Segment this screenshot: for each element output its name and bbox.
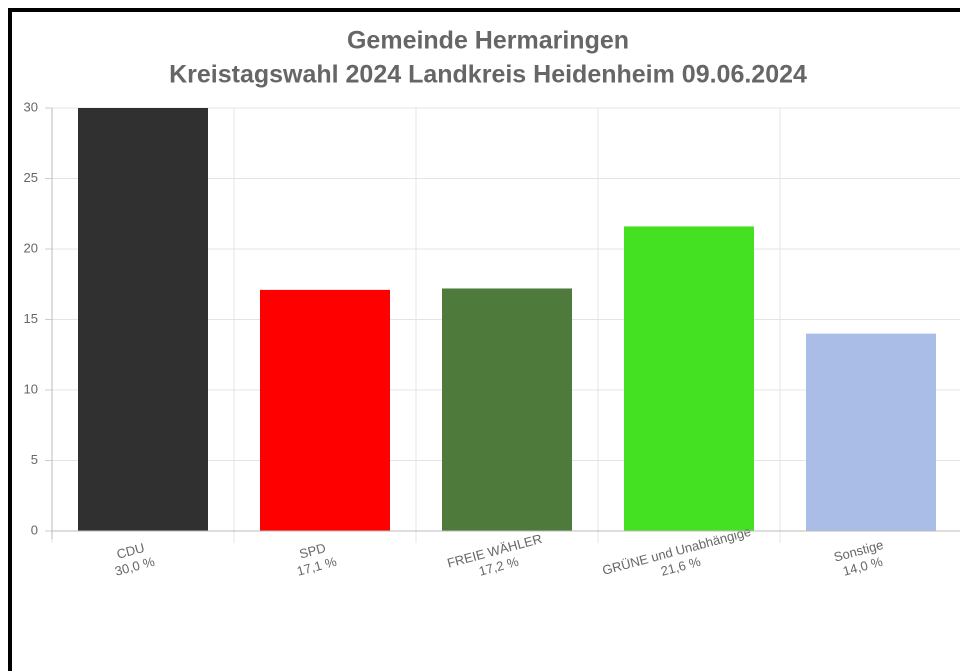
y-tick-label: 20 — [24, 240, 38, 255]
category-label: CDU — [115, 540, 146, 562]
y-tick-label: 0 — [31, 522, 38, 537]
frame — [8, 8, 960, 671]
category-label: SPD — [298, 541, 328, 562]
y-tick-label: 10 — [24, 381, 38, 396]
bar — [624, 226, 754, 531]
y-tick-label: 25 — [24, 170, 38, 185]
y-tick-label: 15 — [24, 311, 38, 326]
x-tick-label: SPD17,1 % — [291, 539, 339, 580]
y-tick-label: 5 — [31, 452, 38, 467]
chart-title: Gemeinde Hermaringen — [347, 27, 629, 55]
x-tick-label: FREIE WÄHLER17,2 % — [446, 531, 548, 586]
chart-subtitle: Kreistagswahl 2024 Landkreis Heidenheim … — [169, 61, 807, 89]
x-tick-label: CDU30,0 % — [109, 539, 157, 580]
x-tick-label: Sonstige14,0 % — [832, 537, 889, 580]
y-tick-label: 30 — [24, 99, 38, 114]
x-tick-label: GRÜNE und Unabhängige21,6 % — [601, 524, 757, 594]
bar — [806, 333, 936, 531]
bar — [442, 288, 572, 531]
bar — [78, 108, 208, 531]
bar — [260, 289, 390, 531]
